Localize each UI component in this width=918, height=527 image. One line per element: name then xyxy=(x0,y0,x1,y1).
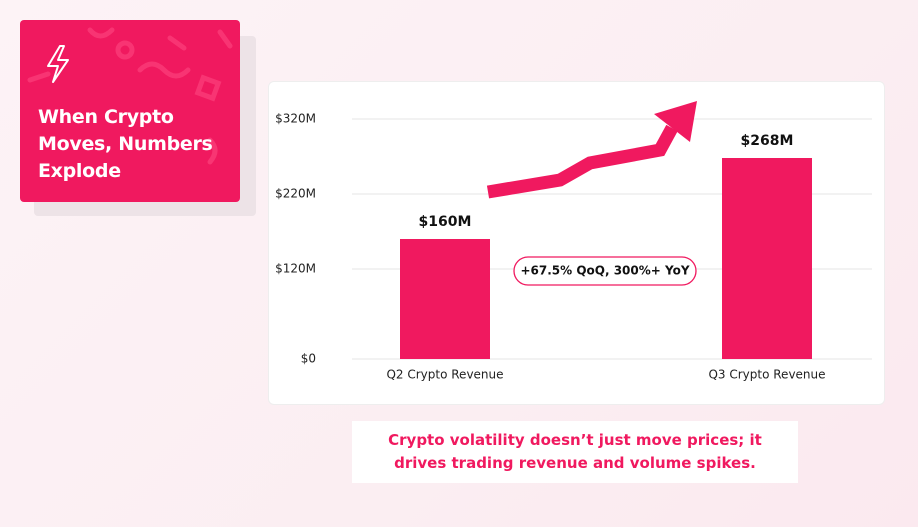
annotation: +67.5% QoQ, 300%+ YoY xyxy=(520,264,689,278)
y-tick-label: $0 xyxy=(301,352,316,366)
y-tick-label: $220M xyxy=(275,187,316,201)
arrow-head xyxy=(654,101,697,142)
value-label: $160M xyxy=(419,214,472,230)
y-tick-label: $120M xyxy=(275,262,316,276)
value-label: $268M xyxy=(741,133,794,149)
bar xyxy=(722,158,812,359)
title-card: When Crypto Moves, Numbers Explode xyxy=(20,20,240,202)
trend-arrow xyxy=(486,124,678,199)
card-title: When Crypto Moves, Numbers Explode xyxy=(38,104,213,185)
card-pattern xyxy=(27,27,233,165)
title-line: Explode xyxy=(38,160,121,182)
annotation-pill xyxy=(513,256,697,286)
title-line: Moves, Numbers xyxy=(38,133,213,155)
y-tick-label: $320M xyxy=(275,112,316,126)
x-tick-label: Q3 Crypto Revenue xyxy=(708,368,825,382)
caption: Crypto volatility doesn’t just move pric… xyxy=(352,421,798,483)
title-line: When Crypto xyxy=(38,106,174,128)
bar xyxy=(400,239,490,359)
x-tick-label: Q2 Crypto Revenue xyxy=(386,368,503,382)
